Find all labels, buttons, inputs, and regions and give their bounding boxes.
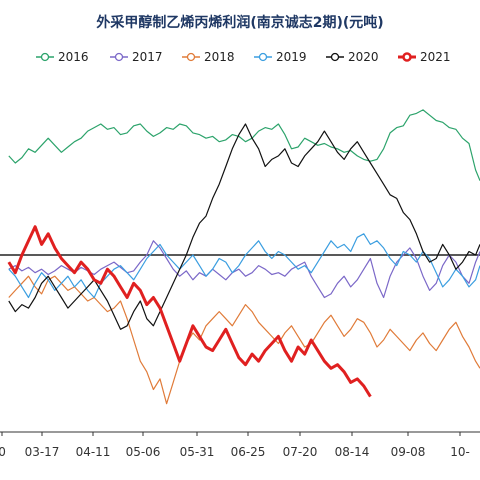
x-tick-label: 04-11 [76,445,111,459]
legend-label: 2019 [276,50,307,64]
legend-marker-icon [326,52,344,62]
legend-marker-icon [182,52,200,62]
series-line-2016 [8,109,480,181]
x-tick-label: 09-08 [391,445,426,459]
series-line-2018 [8,275,480,405]
legend-label: 2017 [132,50,163,64]
legend-label: 2020 [348,50,379,64]
x-tick-label: 07-20 [283,445,318,459]
legend-label: 2018 [204,50,235,64]
x-tick-label: 10- [450,445,470,459]
legend-item-2016: 2016 [36,46,89,68]
x-tick-label: 06-25 [231,445,266,459]
chart-legend: 2016 2017 2018 2019 2020 2021 [0,46,480,68]
legend-label: 2016 [58,50,89,64]
series-line-2020 [8,123,480,330]
chart-title: 外采甲醇制乙烯丙烯利润(南京诚志2期)(元吨) [96,15,384,31]
x-tick-label: 05-31 [180,445,215,459]
series-line-2021 [7,225,372,398]
x-tick-label: 05-06 [126,445,161,459]
legend-item-2017: 2017 [110,46,163,68]
legend-marker-icon [110,52,128,62]
legend-item-2018: 2018 [182,46,235,68]
legend-label: 2021 [420,50,451,64]
x-tick-label: 0 [0,445,6,459]
legend-item-2021: 2021 [398,46,451,68]
x-tick-label: 08-14 [335,445,370,459]
series-line-2019 [8,233,480,299]
x-tick-label: 03-17 [25,445,60,459]
series-line-2017 [8,240,480,299]
legend-item-2020: 2020 [326,46,379,68]
legend-marker-icon [36,52,54,62]
legend-marker-icon [398,52,416,62]
legend-item-2019: 2019 [254,46,307,68]
legend-marker-icon [254,52,272,62]
